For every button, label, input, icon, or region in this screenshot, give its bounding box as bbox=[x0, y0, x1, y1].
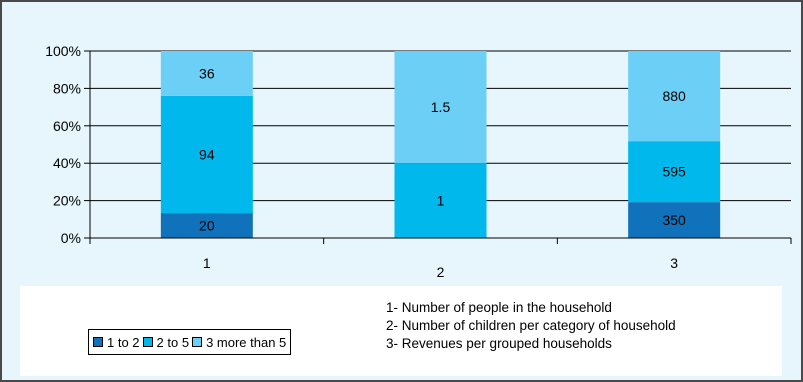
y-tick-label: 20% bbox=[53, 193, 81, 209]
legend-entry-1-to-2: 1 to 2 bbox=[93, 335, 140, 350]
bars bbox=[160, 51, 721, 238]
legend: 1 to 2 2 to 5 3 more than 5 bbox=[88, 329, 292, 355]
y-tick-label: 60% bbox=[53, 118, 81, 134]
bar-value-label: 350 bbox=[662, 212, 686, 228]
bar-segment bbox=[160, 51, 253, 96]
note-3: 3- Revenues per grouped households bbox=[386, 336, 612, 351]
bar-value-label: 94 bbox=[199, 146, 215, 162]
bar-value-label: 595 bbox=[662, 164, 686, 180]
legend-swatch bbox=[142, 337, 153, 347]
x-tick-label: 2 bbox=[437, 264, 445, 280]
bar-segment bbox=[160, 213, 253, 238]
bar-value-label: 20 bbox=[199, 218, 215, 234]
bar-value-label: 880 bbox=[662, 88, 686, 104]
bar-segment bbox=[394, 163, 487, 238]
x-tick-label: 3 bbox=[670, 255, 678, 271]
bar-segment bbox=[628, 141, 721, 203]
bar-segment bbox=[628, 51, 721, 142]
bar-value-label: 1.5 bbox=[431, 99, 451, 115]
labels: 0% 20% 40% 60% 80% 100% 20 94 36 1 1 1.5 2 350 595 880 3 bbox=[45, 43, 686, 280]
bar-segment bbox=[394, 51, 487, 164]
legend-label: 3 more than 5 bbox=[206, 334, 287, 350]
bar-value-label: 36 bbox=[199, 65, 215, 81]
y-tick-label: 80% bbox=[53, 80, 81, 96]
legend-swatch bbox=[192, 337, 203, 347]
bar-segment bbox=[160, 95, 253, 214]
category-notes: 1- Number of people in the household 2- … bbox=[386, 299, 676, 353]
legend-label: 2 to 5 bbox=[156, 334, 190, 350]
legend-label: 1 to 2 bbox=[107, 334, 140, 350]
bar-segment bbox=[628, 202, 721, 238]
axes bbox=[84, 50, 792, 244]
y-tick-label: 0% bbox=[61, 230, 81, 246]
y-tick-label: 40% bbox=[53, 155, 81, 171]
legend-swatch bbox=[93, 337, 103, 347]
y-tick-label: 100% bbox=[45, 43, 81, 59]
note-1: 1- Number of people in the household bbox=[386, 300, 612, 315]
note-2: 2- Number of children per category of ho… bbox=[386, 318, 676, 333]
legend-entry-2-to-5: 2 to 5 bbox=[142, 334, 190, 350]
legend-entry-3-more-than-5: 3 more than 5 bbox=[192, 335, 286, 350]
footer-panel: 1 to 2 2 to 5 3 more than 5 1- Number of… bbox=[20, 286, 782, 376]
bar-value-label: 1 bbox=[437, 193, 445, 209]
x-tick-label: 1 bbox=[203, 255, 211, 271]
